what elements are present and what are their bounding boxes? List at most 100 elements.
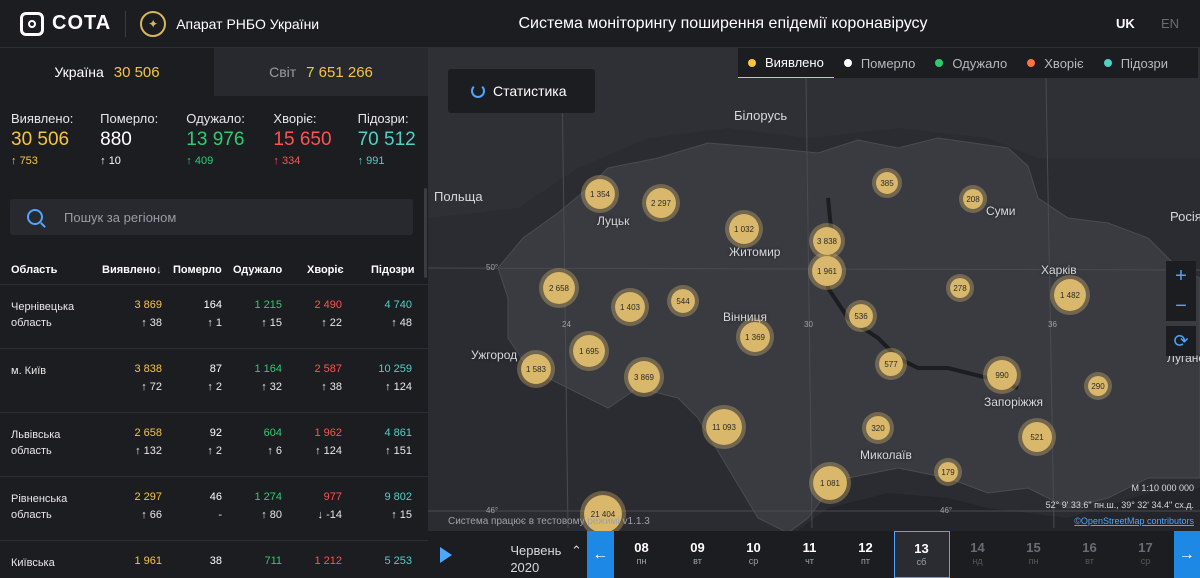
day-item[interactable]: 12 пт bbox=[838, 531, 894, 578]
case-bubble[interactable]: 320 bbox=[862, 412, 894, 444]
stat-delta-value: 10 bbox=[108, 155, 121, 167]
grid-label: 36 bbox=[1048, 320, 1057, 329]
country-label: Росія bbox=[1170, 209, 1200, 224]
case-bubble[interactable]: 990 bbox=[983, 356, 1021, 394]
statistics-button[interactable]: Статистика bbox=[448, 69, 595, 113]
case-bubble[interactable]: 2 297 bbox=[642, 184, 680, 222]
logo-text: COTA bbox=[52, 12, 112, 34]
table-header: Область Виявлено↓ Померло Одужало Хворіє… bbox=[0, 258, 428, 284]
search-input[interactable]: Пошук за регіоном bbox=[10, 199, 413, 235]
cell-recovered: 604 bbox=[263, 427, 282, 439]
table-row[interactable]: Чернівецька область 3 869 ↑ 38 164 ↑ 1 1 215 ↑… bbox=[0, 284, 428, 348]
case-bubble[interactable]: 1 695 bbox=[569, 331, 609, 371]
case-bubble[interactable]: 1 403 bbox=[611, 288, 649, 326]
cell-sick-delta: ↑ 22 bbox=[321, 317, 342, 329]
cota-logo[interactable]: COTA bbox=[20, 11, 112, 36]
zoom-out-button[interactable]: − bbox=[1166, 291, 1196, 321]
table-row[interactable]: Київська 1 961 38 711 1 212 5 253 bbox=[0, 540, 428, 578]
case-bubble[interactable]: 544 bbox=[667, 285, 699, 317]
table-row[interactable]: м. Київ 3 838 ↑ 72 87 ↑ 2 1 164 ↑ 32 2 587 ↑ 38 1… bbox=[0, 348, 428, 412]
day-item[interactable]: 09 вт bbox=[670, 531, 726, 578]
case-bubble[interactable]: 2 658 bbox=[539, 268, 579, 308]
stat-delta-value: 753 bbox=[19, 155, 38, 167]
day-weekday: ср bbox=[748, 556, 759, 566]
col-sick[interactable]: Хворіє bbox=[307, 264, 344, 276]
day-item[interactable]: 10 ср bbox=[726, 531, 782, 578]
day-item[interactable]: 13 сб bbox=[893, 531, 950, 578]
day-list: 08 пн 09 вт 10 ср 11 чт 12 пт 13 сб 14 нд 15 пн 16 вт 17 ср bbox=[614, 531, 1174, 578]
arrow-up-icon: ↑ bbox=[186, 155, 192, 167]
stat-delta-value: 334 bbox=[281, 155, 301, 167]
legend-detected[interactable]: Виявлено bbox=[738, 48, 834, 78]
case-bubble[interactable]: 385 bbox=[872, 168, 902, 198]
cell-detected-delta: ↑ 132 bbox=[135, 445, 162, 457]
case-bubble[interactable]: 3 869 bbox=[624, 357, 664, 397]
dot-icon bbox=[1027, 59, 1036, 67]
legend-sick[interactable]: Хворіє bbox=[1017, 48, 1093, 78]
org-name[interactable]: Апарат РНБО України bbox=[176, 15, 320, 32]
col-region[interactable]: Область bbox=[11, 264, 58, 276]
col-died[interactable]: Померло bbox=[173, 264, 222, 276]
case-bubble[interactable]: 208 bbox=[959, 185, 987, 213]
stat-delta: ↑ 409 bbox=[186, 155, 273, 167]
case-bubble[interactable]: 1 961 bbox=[808, 252, 846, 290]
lang-uk[interactable]: UK bbox=[1116, 16, 1135, 31]
case-bubble[interactable]: 179 bbox=[934, 458, 962, 486]
stat-sick: Хворіє: 15 650 ↑ 334 bbox=[273, 111, 357, 231]
map-canvas bbox=[428, 48, 1200, 578]
case-bubble[interactable]: 1 032 bbox=[725, 210, 763, 248]
case-bubble[interactable]: 521 bbox=[1018, 418, 1056, 456]
case-bubble[interactable]: 577 bbox=[875, 348, 907, 380]
city-label: Запоріжжя bbox=[984, 395, 1043, 409]
map-area[interactable]: Білорусь Польща Росія Луцьк Житомир Суми… bbox=[428, 48, 1200, 578]
day-item[interactable]: 11 чт bbox=[782, 531, 838, 578]
prev-day-button[interactable]: ← bbox=[587, 531, 614, 578]
grid-label: 50° bbox=[486, 263, 499, 272]
stat-delta-value: 409 bbox=[194, 155, 214, 167]
case-bubble[interactable]: 290 bbox=[1084, 372, 1112, 400]
stat-suspected: Підозри: 70 512 ↑ 991 bbox=[358, 111, 417, 231]
cell-recovered: 1 274 bbox=[254, 491, 282, 503]
zoom-in-button[interactable]: + bbox=[1166, 261, 1196, 291]
legend-suspected[interactable]: Підозри bbox=[1094, 48, 1178, 78]
scrollbar[interactable] bbox=[424, 188, 427, 278]
case-bubble[interactable]: 536 bbox=[845, 300, 877, 332]
day-number: 12 bbox=[858, 540, 873, 555]
case-bubble[interactable]: 1 369 bbox=[736, 318, 774, 356]
case-bubble[interactable]: 1 482 bbox=[1050, 275, 1090, 315]
tab-ukraine[interactable]: Україна 30 506 bbox=[0, 48, 214, 96]
col-suspected[interactable]: Підозри bbox=[371, 264, 415, 276]
arrow-up-icon: ↑ bbox=[11, 155, 17, 167]
case-bubble[interactable]: 1 081 bbox=[809, 462, 851, 504]
col-recovered[interactable]: Одужало bbox=[233, 264, 283, 276]
cell-sick: 1 962 bbox=[314, 427, 342, 439]
table-row[interactable]: Львівська область 2 658 ↑ 132 92 ↑ 2 604 ↑ 6 1 … bbox=[0, 412, 428, 476]
day-item[interactable]: 08 пн bbox=[614, 531, 670, 578]
stat-delta-value: 991 bbox=[366, 155, 385, 167]
refresh-button[interactable]: ⟳ bbox=[1166, 326, 1196, 356]
map-scale: M 1:10 000 000 bbox=[1131, 483, 1194, 493]
legend-label: Одужало bbox=[952, 55, 1008, 71]
next-day-button[interactable]: → bbox=[1173, 531, 1200, 578]
legend-died[interactable]: Померло bbox=[834, 48, 926, 78]
legend-recovered[interactable]: Одужало bbox=[925, 48, 1017, 78]
case-bubble[interactable]: 1 583 bbox=[517, 350, 555, 388]
case-bubble[interactable]: 1 354 bbox=[581, 175, 619, 213]
case-bubble[interactable]: 21 404 bbox=[580, 491, 626, 537]
col-detected[interactable]: Виявлено↓ bbox=[102, 264, 162, 276]
tab-label: Україна bbox=[54, 64, 104, 80]
table-row[interactable]: Рівненська область 2 297 ↑ 66 46 - 1 274 ↑ 80 9… bbox=[0, 476, 428, 540]
region-name: Чернівецька область bbox=[11, 301, 75, 329]
city-label: Суми bbox=[986, 204, 1016, 218]
play-button[interactable] bbox=[428, 531, 463, 578]
month-selector[interactable]: Червень ⌃ 2020 bbox=[463, 531, 587, 578]
dot-icon bbox=[1103, 59, 1112, 67]
day-number: 15 bbox=[1026, 540, 1041, 555]
lang-en[interactable]: EN bbox=[1161, 16, 1180, 31]
cell-detected: 3 838 bbox=[134, 363, 162, 375]
osm-attribution-link[interactable]: ©OpenStreetMap contributors bbox=[1074, 516, 1194, 526]
case-bubble[interactable]: 11 093 bbox=[702, 405, 746, 449]
case-bubble[interactable]: 278 bbox=[946, 274, 974, 302]
tab-world[interactable]: Світ 7 651 266 bbox=[214, 48, 428, 96]
city-label: Луцьк bbox=[597, 214, 630, 228]
